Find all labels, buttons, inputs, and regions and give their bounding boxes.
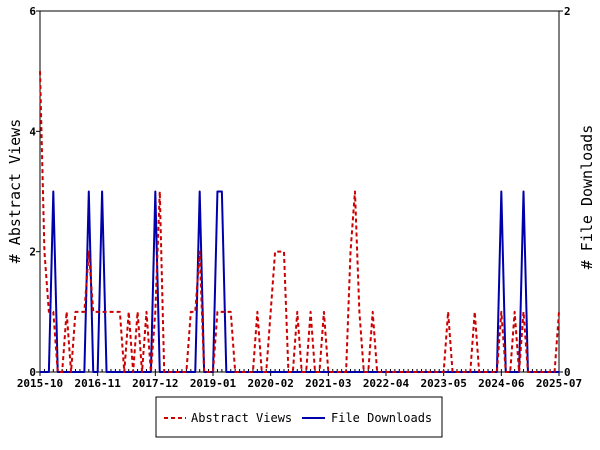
x-tick-label: 2022-04 <box>363 377 410 390</box>
x-tick-label: 2020-02 <box>247 377 293 390</box>
tick-labels: 2015-10 2016-11 2017-12 2019-01 2020-02 2021-… <box>17 5 582 390</box>
series-layer <box>39 71 560 373</box>
left-y-tick-label: 4 <box>29 125 36 138</box>
legend-label-file-downloads: File Downloads <box>331 411 432 425</box>
plot-area <box>39 10 560 373</box>
x-tick-label: 2016-11 <box>74 377 121 390</box>
legend-label-abstract-views: Abstract Views <box>191 411 292 425</box>
right-y-tick-label: 2 <box>564 5 571 18</box>
x-tick-label: 2023-05 <box>420 377 466 390</box>
x-tick-label: 2021-03 <box>305 377 351 390</box>
x-tick-label: 2019-01 <box>190 377 237 390</box>
left-y-tick-label: 2 <box>29 246 36 259</box>
x-tick-label: 2024-06 <box>478 377 525 390</box>
x-tick-label: 2017-12 <box>132 377 178 390</box>
left-y-tick-label: 0 <box>29 366 36 379</box>
legend-box <box>155 396 443 438</box>
right-axis-title: # File Downloads <box>578 125 596 270</box>
x-tick-label: 2015-10 <box>17 377 63 390</box>
x-tick-label: 2025-07 <box>536 377 582 390</box>
series-line-file-downloads <box>40 190 559 373</box>
legend: Abstract Views File Downloads <box>155 396 443 438</box>
left-axis-title: # Abstract Views <box>6 119 24 264</box>
series-line-abstract-views <box>39 71 560 373</box>
left-y-tick-label: 6 <box>29 5 36 18</box>
right-y-tick-label: 0 <box>564 366 571 379</box>
